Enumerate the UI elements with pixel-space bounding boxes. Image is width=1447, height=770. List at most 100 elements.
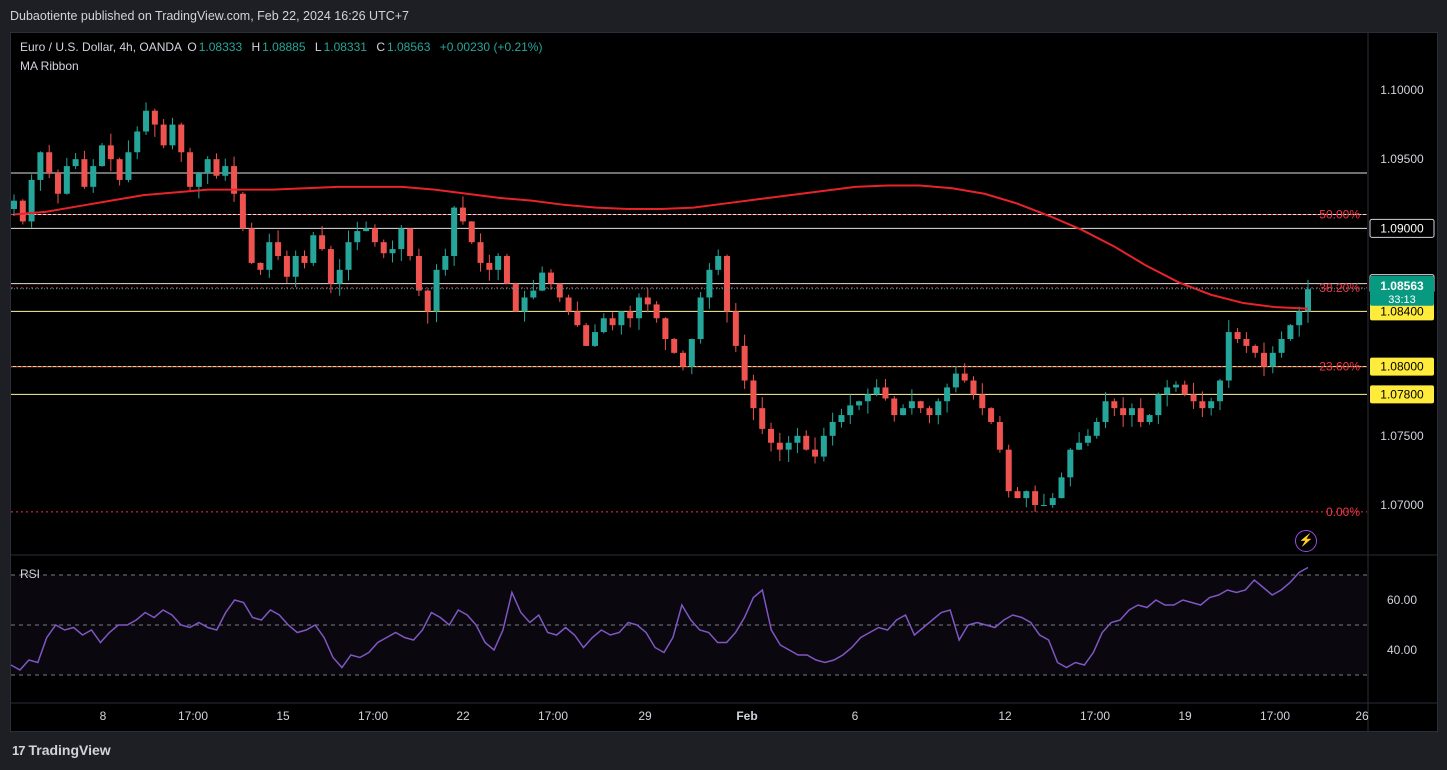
candle-body [275, 242, 282, 256]
candle-body [266, 242, 273, 270]
candle-body [424, 290, 431, 312]
time-axis-label: 29 [638, 709, 652, 723]
candle-body [407, 228, 414, 256]
candle-body [1023, 491, 1030, 499]
candle-body [539, 272, 546, 291]
candle-body [1164, 387, 1171, 395]
current-price-text: 1.08563 [1380, 279, 1424, 293]
candle-body [864, 394, 871, 402]
candle-body [1208, 401, 1215, 409]
price-axis-label: 1.10000 [1380, 83, 1424, 97]
indicator-label[interactable]: MA Ribbon [20, 59, 79, 73]
candle-body [600, 318, 607, 333]
ma-line [13, 184, 1309, 310]
candle-body [591, 332, 598, 346]
candle-body [715, 256, 722, 270]
candle-body [72, 159, 79, 167]
candle-body [521, 297, 528, 312]
candle-body [900, 408, 907, 416]
candle-body [187, 152, 194, 187]
candle-body [1111, 401, 1118, 409]
candle-body [583, 325, 590, 346]
candle-body [213, 159, 220, 176]
candle-body [697, 297, 704, 339]
candle-body [653, 304, 660, 319]
low-label: L [314, 40, 322, 54]
candle-body [565, 297, 572, 312]
time-axis-label: Feb [736, 709, 757, 723]
candle-body [512, 283, 519, 312]
candle-body [1076, 442, 1083, 450]
candle-body [635, 297, 642, 319]
candle-body [732, 311, 739, 346]
fib-label: 50.00% [1319, 208, 1360, 222]
tradingview-logo[interactable]: 17 TradingView [12, 742, 111, 758]
candle-body [1190, 394, 1197, 402]
candle-body [107, 145, 114, 160]
candle-body [222, 166, 229, 176]
candle-body [1067, 449, 1074, 478]
rsi-line [10, 566, 1309, 671]
candle-body [1243, 339, 1250, 346]
candle-body [11, 200, 17, 209]
level-tag-text: 1.09000 [1380, 221, 1424, 235]
candle-body [310, 235, 317, 263]
time-axis-label: 17:00 [1260, 709, 1290, 723]
candle-body [503, 256, 510, 284]
candle-body [609, 318, 616, 326]
candle-body [847, 405, 854, 416]
candle-body [671, 339, 678, 353]
candle-body [204, 159, 211, 173]
candle-body [979, 394, 986, 409]
low-value: 1.08331 [323, 40, 367, 54]
candle-body [1032, 491, 1039, 505]
candle-body [477, 242, 484, 263]
symbol-name[interactable]: Euro / U.S. Dollar, 4h, OANDA [20, 40, 183, 54]
candle-body [389, 249, 396, 254]
candle-body [1234, 332, 1241, 339]
candle-body [1260, 352, 1267, 367]
fib-label: 38.20% [1319, 281, 1360, 295]
candle-body [759, 408, 766, 429]
tradingview-brand: TradingView [28, 742, 111, 758]
symbol-legend[interactable]: Euro / U.S. Dollar, 4h, OANDA O 1.08333 H… [20, 40, 548, 54]
candle-body [1128, 408, 1135, 416]
candle-body [750, 380, 757, 409]
level-tag [1370, 357, 1434, 376]
candle-body [90, 166, 97, 187]
close-value: 1.08563 [386, 40, 431, 54]
candle-body [398, 228, 405, 250]
candle-body [195, 173, 202, 187]
rsi-label[interactable]: RSI [20, 567, 41, 581]
candle-body [239, 193, 246, 229]
candle-body [319, 235, 326, 250]
price-axis-label: 1.09500 [1380, 152, 1424, 166]
candle-body [996, 422, 1003, 450]
candle-body [1049, 498, 1056, 505]
lightning-icon[interactable]: ⚡ [1295, 530, 1317, 552]
candle-body [257, 262, 264, 270]
candle-body [1181, 384, 1188, 395]
candle-body [1093, 422, 1100, 436]
candle-body [248, 228, 255, 263]
time-axis-label: 19 [1178, 709, 1192, 723]
price-axis-label: 1.07000 [1380, 498, 1424, 512]
candle-body [28, 179, 35, 222]
high-label: H [251, 40, 261, 54]
candle-body [812, 449, 819, 457]
candle-body [151, 110, 158, 125]
candle-body [99, 145, 106, 167]
candle-body [327, 249, 334, 284]
candle-body [688, 339, 695, 367]
candle-body [46, 152, 53, 173]
chart-frame[interactable] [10, 32, 1438, 732]
candle-body [556, 283, 563, 298]
rsi-axis-label: 40.00 [1387, 643, 1417, 657]
level-tag-text: 1.08000 [1380, 360, 1424, 374]
candle-body [486, 262, 493, 270]
candle-body [1278, 339, 1285, 353]
candle-body [19, 200, 26, 222]
level-tag [1370, 385, 1434, 404]
candle-body [283, 256, 290, 277]
